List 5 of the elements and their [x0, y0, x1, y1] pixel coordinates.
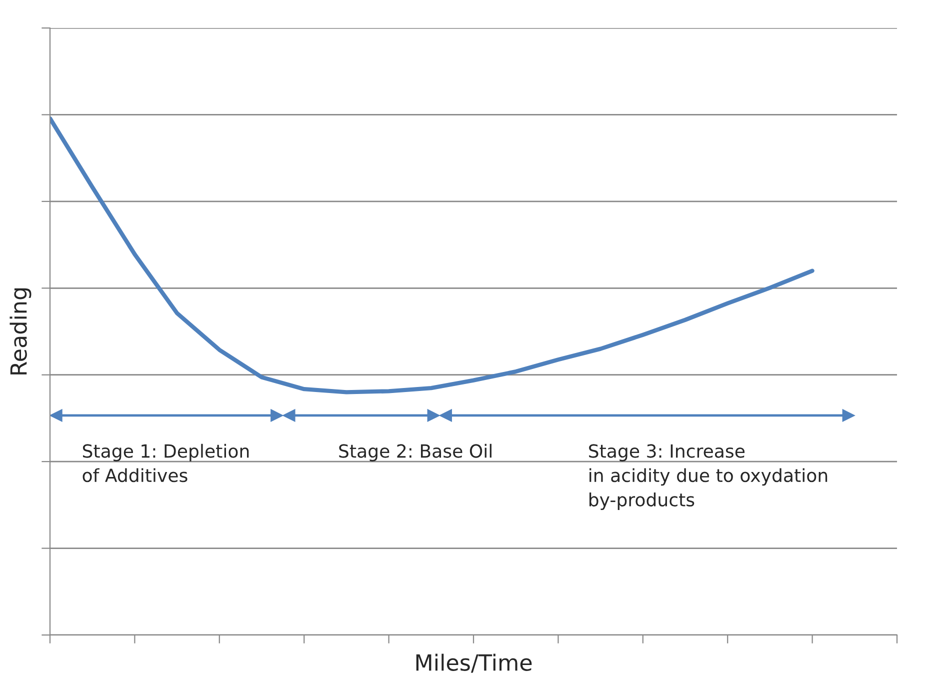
y-axis-title: Reading [10, 288, 32, 374]
annotation: Stage 1: Depletion of Additives [82, 444, 249, 482]
annotation: Stage 2: Base Oil [339, 444, 492, 462]
annotation: Stage 3: Increase in acidity due to oxydation by-products [589, 444, 828, 510]
x-axis-title: Miles/Time [416, 654, 532, 673]
